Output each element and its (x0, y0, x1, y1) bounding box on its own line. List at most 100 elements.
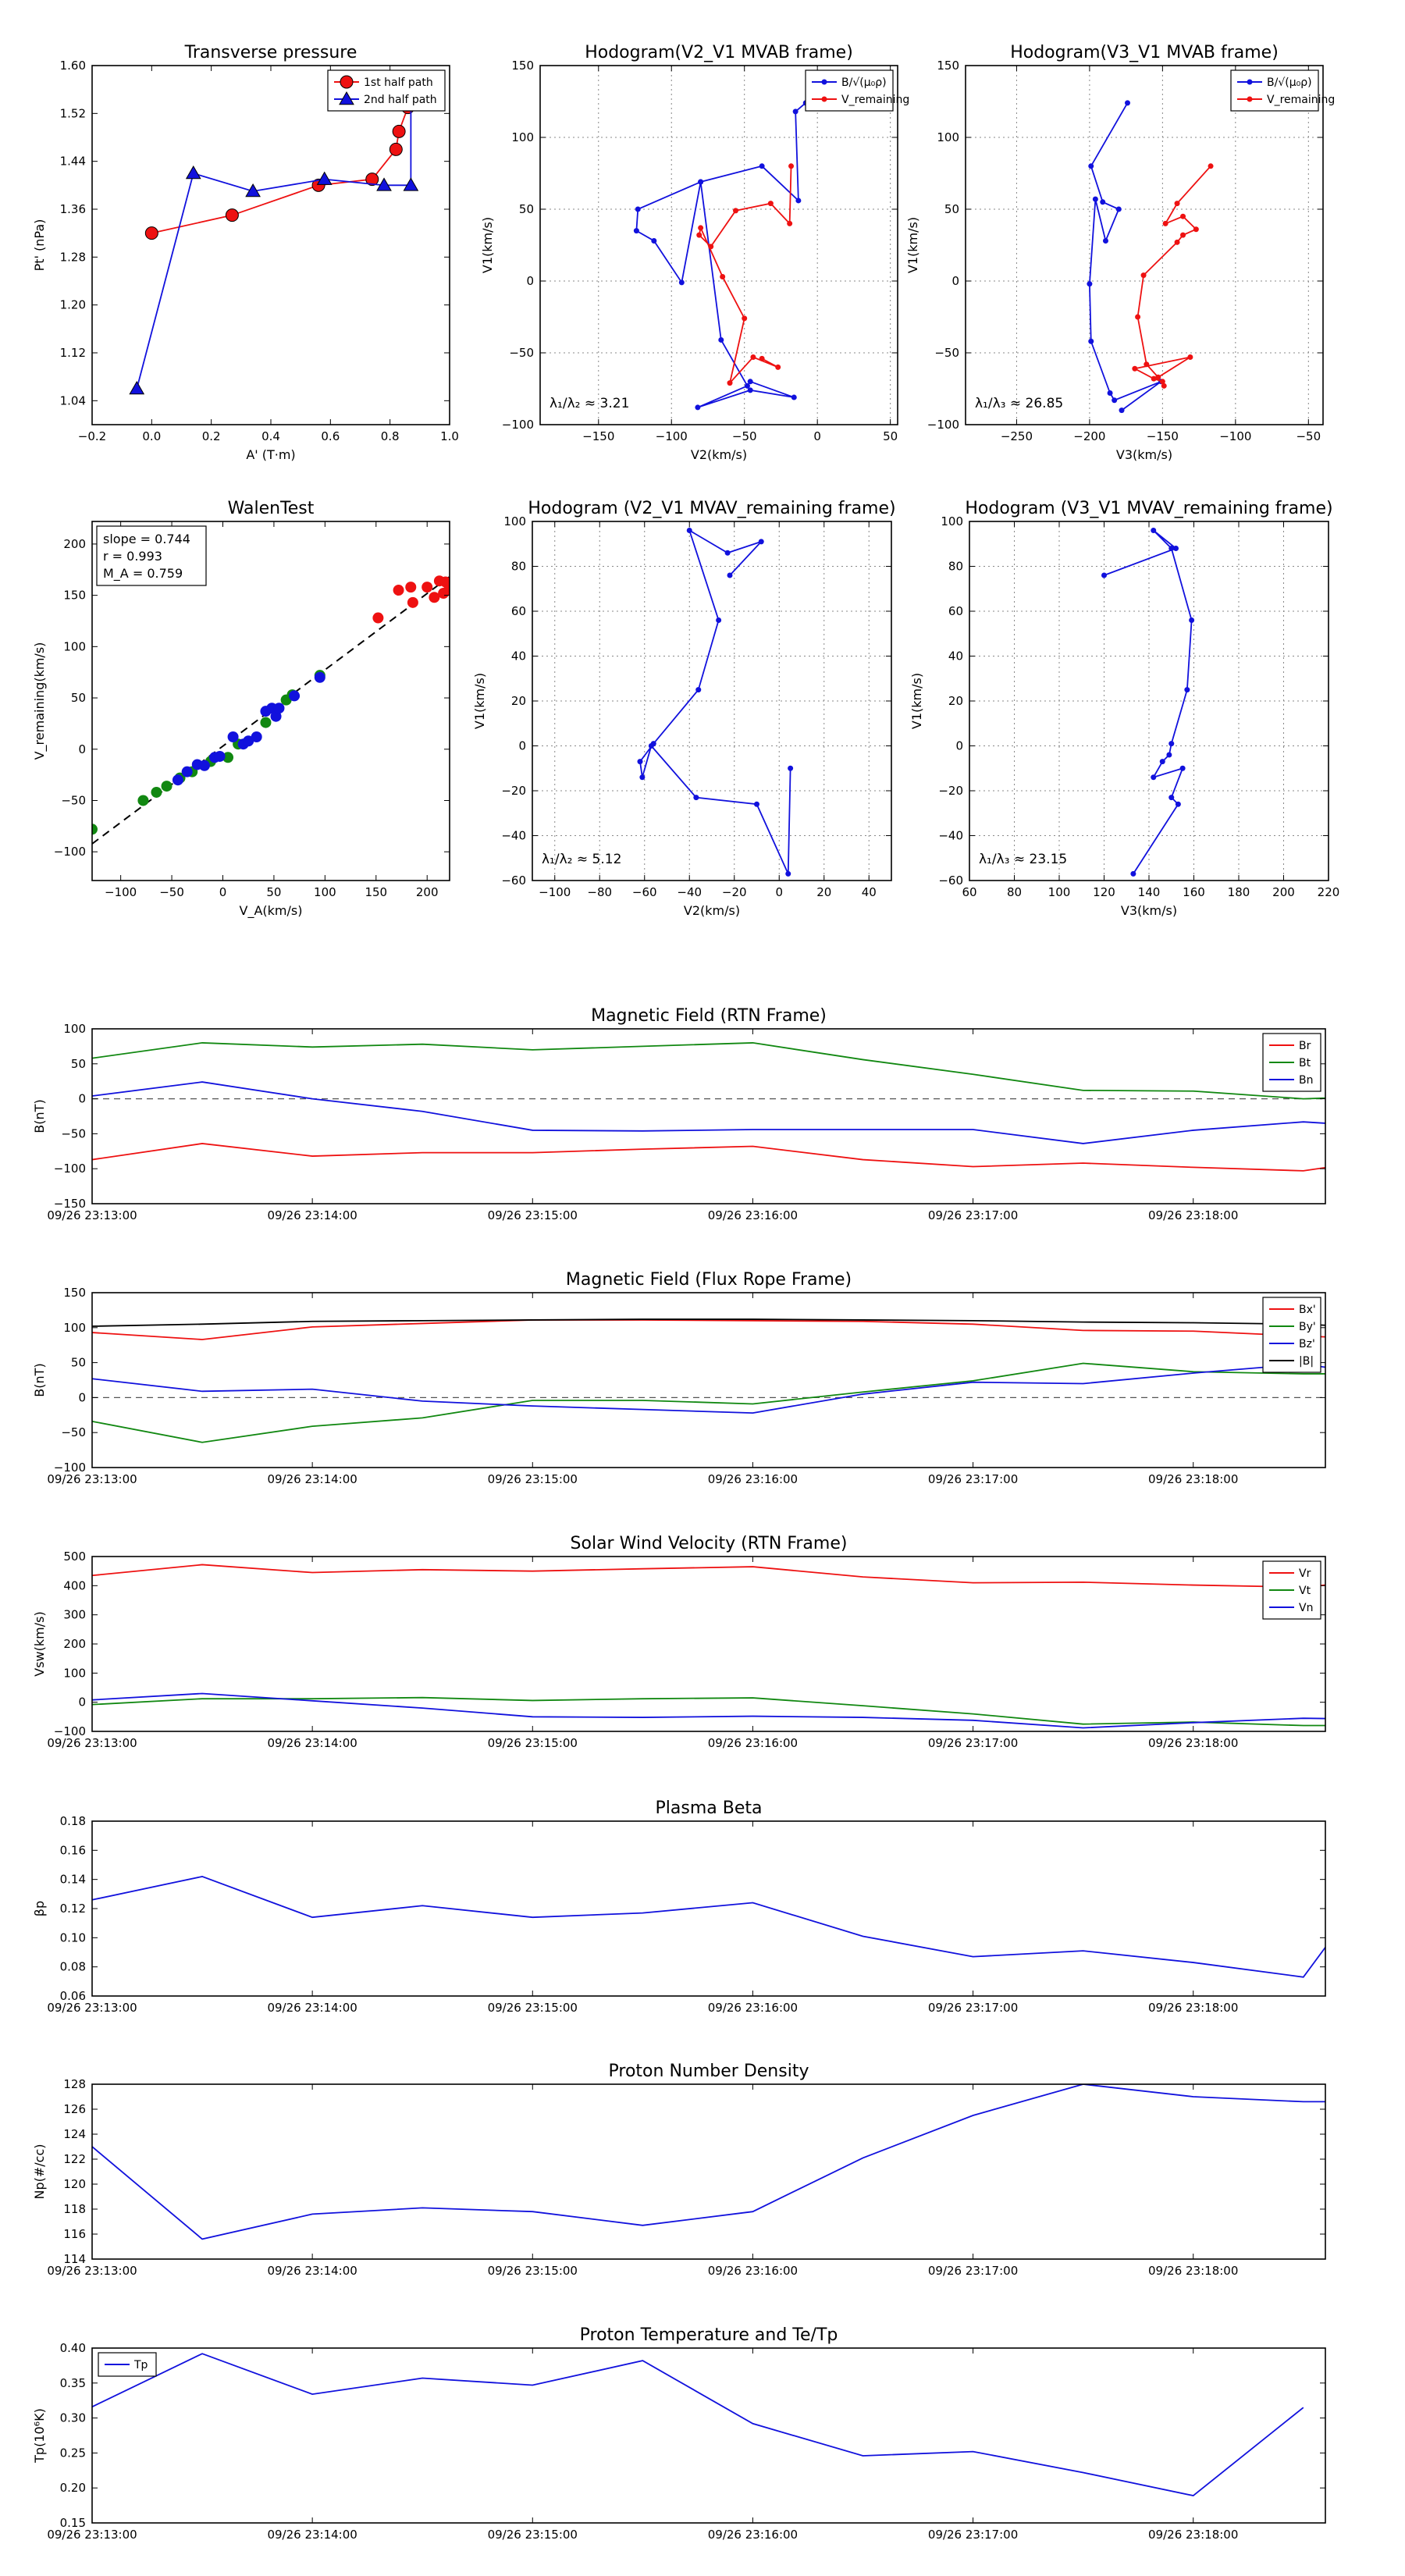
x-tick-label: 0.6 (321, 429, 340, 443)
series-line-Bx' (92, 1319, 1325, 1340)
legend-label-V_remaining: V_remaining (841, 94, 909, 106)
x-tick-label: 09/26 23:13:00 (47, 1208, 137, 1222)
x-tick-label: −20 (722, 885, 747, 899)
y-tick-label: −100 (54, 1162, 86, 1176)
data-point (222, 752, 234, 763)
x-tick-label: 09/26 23:15:00 (488, 1472, 578, 1486)
series-line-B/√(μ₀ρ) (1088, 102, 1162, 411)
data-point (1168, 546, 1175, 551)
x-axis-label: V3(km/s) (1121, 903, 1177, 918)
legend-marker (339, 91, 354, 105)
series-line-Vn (92, 1692, 1325, 1729)
y-tick-label: 0 (518, 739, 526, 753)
x-tick-label: 09/26 23:16:00 (708, 1472, 798, 1486)
data-point (635, 206, 641, 212)
x-axis-label: V_A(km/s) (240, 903, 303, 919)
data-point (181, 766, 193, 777)
series-line-Tp (92, 2353, 1304, 2497)
x-tick-label: 09/26 23:15:00 (488, 2528, 578, 2542)
chart-title: WalenTest (228, 499, 315, 518)
series-line-By' (92, 1362, 1325, 1443)
legend-label-V_remaining: V_remaining (1267, 94, 1335, 106)
y-tick-label: 20 (511, 694, 526, 708)
chart-hodo_v2_mvav: −100 −80 −60 −40 −20 0 20 40 −60 −40 −20 0 20 40 60 80 1… (472, 499, 896, 918)
y-tick-label: −20 (501, 784, 526, 798)
y-tick-label: 80 (511, 560, 526, 574)
y-tick-label: 114 (63, 2252, 86, 2266)
y-tick-label: 124 (63, 2127, 86, 2141)
data-point (314, 671, 325, 683)
y-tick-label: 100 (511, 130, 534, 144)
legend-label-Vn: Vn (1299, 1602, 1313, 1614)
y-tick-label: −100 (54, 1724, 86, 1738)
data-point (243, 735, 254, 747)
data-point (185, 165, 201, 180)
y-tick-label: 0.25 (60, 2446, 86, 2460)
x-tick-label: −50 (1296, 429, 1321, 443)
data-point (1159, 759, 1165, 765)
data-point (1189, 617, 1195, 623)
y-axis-label: βp (32, 1901, 47, 1916)
data-point (316, 171, 333, 185)
x-tick-label: 0.8 (381, 429, 400, 443)
data-point (273, 703, 285, 714)
chart-hodo_v2_mvab: −150 −100 −50 0 50 −100 −50 0 50 100 150 Hodogram(V… (480, 43, 909, 462)
y-tick-label: 0.15 (60, 2516, 86, 2530)
y-tick-label: −100 (927, 418, 959, 432)
data-point (747, 387, 753, 393)
x-tick-label: 09/26 23:16:00 (708, 2001, 798, 2015)
stats-line: M_A = 0.759 (103, 566, 183, 582)
axes-frame (91, 521, 450, 881)
y-tick-label: 50 (71, 1356, 86, 1370)
x-tick-label: 50 (266, 885, 281, 899)
plot-area (92, 1564, 1325, 1729)
series-line-V_remaining (1133, 165, 1211, 386)
chart-hodo_v3_mvav: 60 80 100 120 140 160 180 200 220 −60 −40 −20 0 20 40 6… (909, 499, 1339, 918)
data-point (393, 585, 404, 596)
y-tick-label: 122 (63, 2152, 86, 2166)
y-axis-label: Np(#/cc) (32, 2144, 47, 2200)
eigen-ratio-annotation: λ₁/λ₃ ≈ 26.85 (975, 396, 1063, 411)
data-point (443, 585, 450, 596)
legend-label-Br: Br (1299, 1040, 1311, 1052)
legend-label-Bn: Bn (1299, 1074, 1313, 1087)
chart-vsw: 09/26 23:13:00 09/26 23:14:00 09/26 23:15:… (32, 1534, 1326, 1750)
x-tick-label: 09/26 23:18:00 (1148, 1208, 1238, 1222)
chart-tp: 09/26 23:13:00 09/26 23:14:00 09/26 23:15:… (32, 2325, 1326, 2542)
y-axis-label: B(nT) (32, 1099, 47, 1133)
data-point (633, 228, 639, 234)
y-tick-label: −40 (938, 829, 963, 843)
y-axis-label: V1(km/s) (905, 217, 920, 273)
data-point (1155, 374, 1161, 380)
data-point (1125, 100, 1131, 106)
data-point (637, 759, 643, 765)
x-tick-label: 200 (416, 885, 439, 899)
data-point (759, 163, 765, 169)
y-tick-label: 1.60 (60, 59, 86, 73)
data-point (693, 795, 699, 801)
chart-mag_rtn: 09/26 23:13:00 09/26 23:14:00 09/26 23:15:… (32, 1006, 1326, 1222)
y-tick-label: 0.18 (60, 1814, 86, 1828)
series-line-Bt (92, 1042, 1325, 1100)
x-tick-label: 0 (219, 885, 227, 899)
data-point (651, 237, 657, 244)
data-point (732, 208, 738, 214)
legend-label-B/√(μ₀ρ): B/√(μ₀ρ) (1267, 76, 1312, 89)
stats-line: slope = 0.744 (103, 532, 190, 546)
y-axis-label: V1(km/s) (472, 673, 487, 729)
y-tick-label: −20 (938, 784, 963, 798)
plot-area (92, 1042, 1325, 1172)
data-point (1168, 795, 1175, 801)
x-tick-label: 0 (813, 429, 821, 443)
data-point (1132, 365, 1138, 372)
y-tick-label: 40 (948, 649, 963, 664)
data-point (1092, 196, 1098, 202)
axes-frame (91, 65, 450, 425)
y-tick-label: −100 (54, 1461, 86, 1475)
data-point (389, 142, 403, 156)
chart-title: Transverse pressure (184, 43, 357, 62)
y-tick-label: 100 (63, 1022, 86, 1036)
data-point (392, 124, 406, 138)
y-tick-label: 0 (951, 274, 959, 288)
